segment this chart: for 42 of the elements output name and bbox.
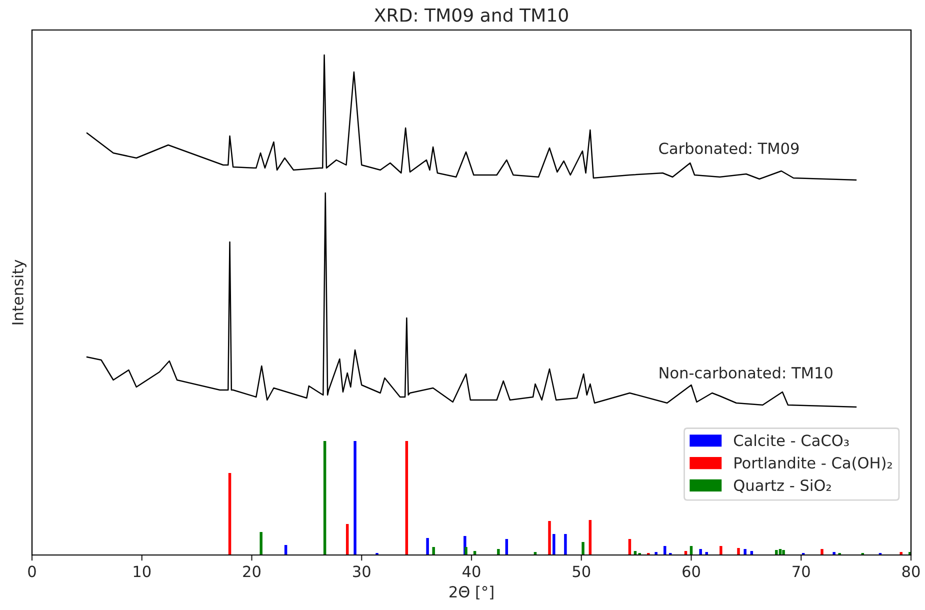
y-axis-title: Intensity [12,260,26,324]
bar [664,546,666,555]
bar [582,542,584,555]
bar [737,548,740,555]
bar [354,441,356,555]
bar [699,549,702,555]
x-tick-label: 40 [462,566,480,578]
bar [405,441,408,555]
bar [497,549,500,555]
bar [775,550,778,555]
bar [260,532,262,555]
x-tick-label: 30 [353,566,370,578]
bar [464,547,468,555]
legend-label: Portlandite - Ca(OH)₂ [734,456,892,470]
x-tick-label: 10 [134,566,151,578]
legend-label: Quartz - SiO₂ [734,479,831,493]
bar [832,552,836,555]
bar [564,534,567,555]
bar [548,521,551,555]
chart-title: XRD: TM09 and TM10 [374,8,568,22]
x-tick-label: 0 [28,566,36,578]
bar [426,538,429,555]
bar [228,473,232,555]
x-tick-label: 50 [572,566,590,578]
series-label: Carbonated: TM09 [659,142,799,154]
bar [744,549,746,555]
x-axis-title: 2Θ [°] [450,586,494,600]
bar [552,534,556,555]
x-tick-label: 20 [243,566,260,578]
x-tick-label: 70 [792,566,810,578]
series-label: Non-carbonated: TM10 [660,366,832,379]
bar [432,547,435,555]
legend-label: Calcite - CaCO₃ [734,434,849,446]
x-tick-label: 80 [902,566,920,578]
bar [782,550,785,555]
x-tick-label: 60 [682,566,700,578]
bar [720,546,722,555]
bar [588,520,592,555]
bar [820,549,824,555]
bar [900,552,902,555]
bar [654,552,658,555]
bar [323,441,326,555]
